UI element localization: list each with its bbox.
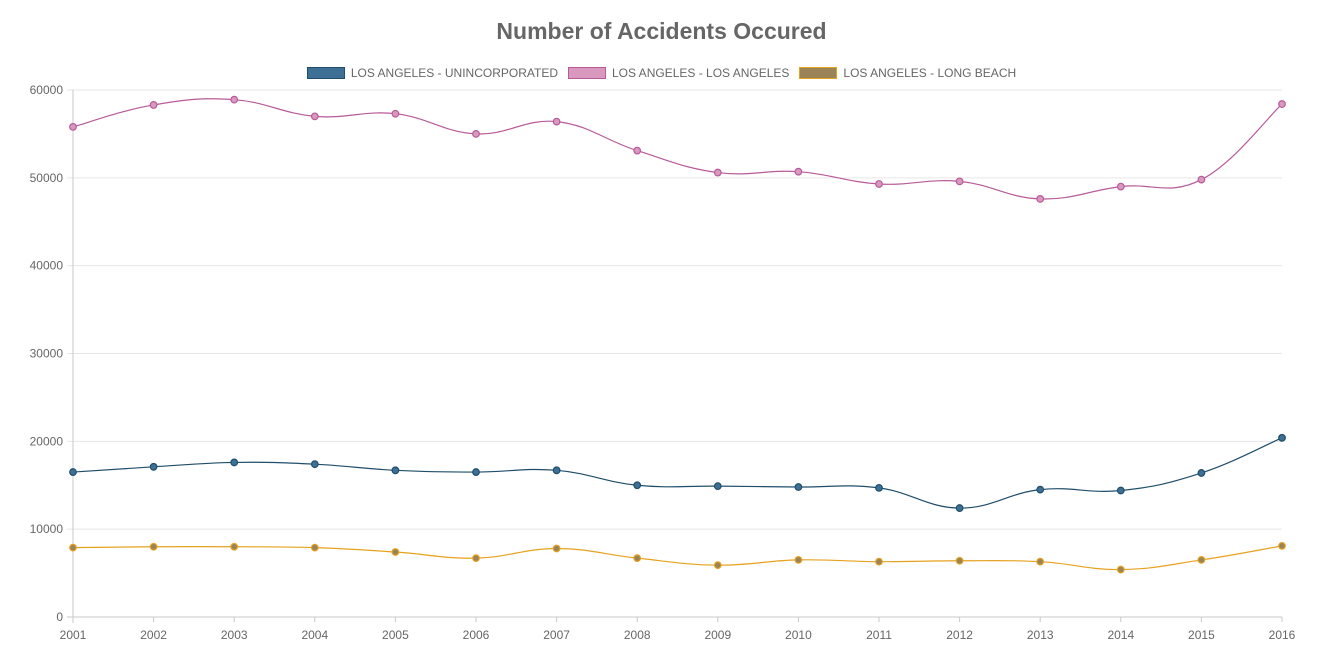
x-tick-label: 2012 bbox=[946, 628, 973, 642]
x-tick-label: 2013 bbox=[1027, 628, 1054, 642]
data-point[interactable] bbox=[472, 130, 480, 138]
data-point[interactable] bbox=[1197, 556, 1206, 564]
data-point[interactable] bbox=[633, 146, 642, 155]
series-0 bbox=[69, 433, 1286, 512]
x-tick-label: 2011 bbox=[866, 628, 892, 642]
series-line bbox=[72, 98, 1283, 200]
data-point[interactable] bbox=[1036, 557, 1045, 566]
series-line bbox=[72, 437, 1283, 509]
x-tick-label: 2002 bbox=[140, 628, 167, 642]
data-point[interactable] bbox=[955, 177, 964, 186]
data-point[interactable] bbox=[955, 556, 964, 565]
y-tick-label: 60000 bbox=[30, 83, 64, 97]
data-point[interactable] bbox=[552, 466, 561, 475]
data-point[interactable] bbox=[633, 554, 642, 563]
data-point[interactable] bbox=[1278, 541, 1286, 550]
data-point[interactable] bbox=[875, 483, 883, 492]
chart-title: Number of Accidents Occured bbox=[496, 18, 827, 44]
data-point[interactable] bbox=[69, 543, 77, 552]
data-point[interactable] bbox=[552, 117, 561, 126]
legend-item-long-beach[interactable]: LOS ANGELES - LONG BEACH bbox=[799, 66, 1016, 80]
data-point[interactable] bbox=[391, 548, 400, 556]
data-point[interactable] bbox=[472, 554, 480, 563]
data-point[interactable] bbox=[230, 458, 239, 467]
data-point[interactable] bbox=[1116, 565, 1125, 574]
x-tick-label: 2009 bbox=[704, 628, 731, 642]
data-point[interactable] bbox=[472, 468, 480, 476]
data-point[interactable] bbox=[1036, 485, 1045, 494]
grid-lines bbox=[67, 89, 1282, 618]
data-point[interactable] bbox=[1278, 100, 1286, 108]
data-point[interactable] bbox=[149, 462, 158, 471]
x-tick-label: 2005 bbox=[382, 628, 409, 642]
data-point[interactable] bbox=[794, 483, 803, 491]
data-point[interactable] bbox=[713, 561, 722, 570]
chart-legend: LOS ANGELES - UNINCORPORATED LOS ANGELES… bbox=[0, 66, 1323, 80]
y-tick-label: 30000 bbox=[30, 347, 64, 361]
x-tick-label: 2007 bbox=[543, 628, 570, 642]
legend-item-unincorporated[interactable]: LOS ANGELES - UNINCORPORATED bbox=[306, 66, 558, 80]
data-point[interactable] bbox=[955, 504, 964, 512]
y-tick-label: 0 bbox=[56, 610, 63, 624]
x-tick-label: 2016 bbox=[1269, 628, 1296, 642]
series-layer bbox=[69, 95, 1286, 574]
data-point[interactable] bbox=[1278, 433, 1286, 442]
y-axis: 0 10000 20000 30000 40000 50000 60000 bbox=[30, 83, 74, 624]
legend-label: LOS ANGELES - LONG BEACH bbox=[843, 66, 1017, 80]
data-point[interactable] bbox=[794, 556, 803, 564]
data-point[interactable] bbox=[391, 466, 400, 475]
y-tick-label: 40000 bbox=[30, 259, 64, 273]
legend-item-los-angeles[interactable]: LOS ANGELES - LOS ANGELES bbox=[568, 66, 789, 80]
series-2 bbox=[69, 541, 1286, 574]
data-point[interactable] bbox=[552, 544, 561, 553]
y-tick-label: 20000 bbox=[30, 434, 64, 448]
data-point[interactable] bbox=[713, 482, 722, 491]
data-point[interactable] bbox=[1036, 195, 1045, 203]
data-point[interactable] bbox=[1116, 486, 1125, 495]
series-line bbox=[72, 545, 1283, 571]
data-point[interactable] bbox=[1116, 182, 1125, 191]
y-tick-label: 50000 bbox=[30, 171, 64, 185]
x-tick-label: 2003 bbox=[221, 628, 248, 642]
y-tick-label: 10000 bbox=[30, 522, 64, 536]
x-tick-label: 2014 bbox=[1107, 628, 1134, 642]
legend-label: LOS ANGELES - LOS ANGELES bbox=[612, 66, 790, 80]
data-point[interactable] bbox=[310, 460, 319, 469]
data-point[interactable] bbox=[1197, 469, 1206, 477]
x-tick-label: 2004 bbox=[301, 628, 328, 642]
data-point[interactable] bbox=[391, 109, 400, 118]
data-point[interactable] bbox=[230, 542, 239, 551]
data-point[interactable] bbox=[149, 101, 158, 109]
data-point[interactable] bbox=[794, 167, 803, 176]
data-point[interactable] bbox=[1197, 175, 1206, 184]
data-point[interactable] bbox=[310, 543, 319, 552]
data-point[interactable] bbox=[875, 557, 883, 566]
x-tick-label: 2015 bbox=[1188, 628, 1215, 642]
data-point[interactable] bbox=[69, 468, 77, 476]
data-point[interactable] bbox=[633, 481, 642, 490]
legend-swatch bbox=[306, 67, 345, 79]
x-tick-label: 2006 bbox=[463, 628, 490, 642]
x-tick-label: 2001 bbox=[60, 628, 87, 642]
data-point[interactable] bbox=[69, 122, 77, 131]
data-point[interactable] bbox=[875, 180, 883, 188]
legend-swatch bbox=[568, 67, 606, 79]
legend-swatch bbox=[799, 67, 838, 79]
legend-label: LOS ANGELES - UNINCORPORATED bbox=[350, 66, 558, 80]
x-tick-label: 2008 bbox=[624, 628, 651, 642]
data-point[interactable] bbox=[149, 542, 158, 551]
series-1 bbox=[69, 95, 1286, 203]
data-point[interactable] bbox=[310, 112, 319, 121]
data-point[interactable] bbox=[230, 95, 239, 104]
x-tick-label: 2010 bbox=[785, 628, 812, 642]
x-axis: 2001 2002 2003 2004 2005 2006 2007 2008 2009 2010… bbox=[60, 617, 1296, 642]
data-point[interactable] bbox=[713, 168, 722, 177]
